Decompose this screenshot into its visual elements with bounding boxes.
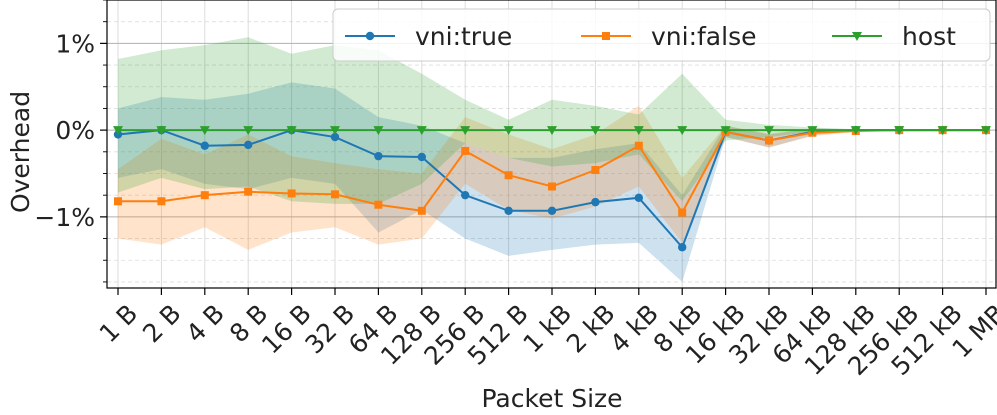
data-point [200,141,209,150]
data-point [199,126,210,136]
data-point [461,146,470,155]
data-point [547,126,557,136]
data-point [373,126,384,136]
x-tick-label: 16 B [256,299,317,360]
data-point [286,126,297,136]
data-point [461,190,470,200]
data-point [591,197,600,207]
x-tick-label: 4 B [181,299,231,349]
data-point [416,126,427,136]
data-point [633,126,644,136]
x-tick-label: 2 B [137,299,187,349]
legend-entry-vni-false: vni:false [581,22,756,51]
legend-label: vni:false [651,22,756,51]
data-point [243,126,254,136]
data-point [113,126,123,136]
data-point [634,193,643,202]
data-point [330,132,340,142]
y-tick-label: −1% [34,203,95,232]
legend-box [332,8,991,62]
series-host [113,126,991,136]
data-point [807,126,818,136]
data-point [678,208,687,217]
data-point [547,206,557,215]
legend-label: host [902,22,956,51]
data-point [417,152,426,162]
legend-label: vni:true [415,22,512,51]
data-point [894,126,905,136]
data-point [504,171,513,180]
x-tick-label: 1 kB [518,299,578,359]
data-point [200,191,209,200]
y-tick-label: 0% [55,116,95,145]
x-tick-label: 1 B [94,299,144,349]
x-tick-label: 4 kB [604,299,664,359]
band-host [118,37,986,204]
data-point [114,197,122,206]
data-point [937,126,948,136]
data-point [287,189,296,198]
data-point [765,136,773,145]
data-point [590,126,601,136]
data-point [634,141,643,150]
data-point [331,190,339,199]
x-tick-label: 32 B [300,299,361,360]
y-axis-label: Overhead [6,91,35,213]
data-point [764,126,774,136]
data-point [503,126,514,136]
data-point [460,126,471,136]
data-point [850,126,861,136]
data-point [981,126,991,136]
legend-entry-host: host [832,22,956,51]
data-point [374,200,383,209]
data-point [678,243,687,252]
data-point [156,126,167,136]
series-lines [113,125,991,252]
legend-swatch-marker [602,32,610,40]
data-point [417,206,426,215]
legend-swatch-marker [365,31,375,41]
legend-swatch-marker [852,32,862,41]
x-tick-label: 2 kB [561,299,621,359]
x-axis-label: Packet Size [481,384,622,413]
data-point [720,126,731,136]
data-point [330,126,340,136]
data-point [504,206,513,215]
y-tick-label: 1% [55,29,95,58]
data-point [548,182,556,191]
data-point [374,151,383,161]
legend: vni:true vni:false host [332,8,991,62]
data-point [591,166,600,175]
data-point [157,197,166,206]
data-point [244,140,253,150]
legend-entry-vni-true: vni:true [345,22,512,51]
data-point [677,126,688,136]
data-point [244,187,253,196]
